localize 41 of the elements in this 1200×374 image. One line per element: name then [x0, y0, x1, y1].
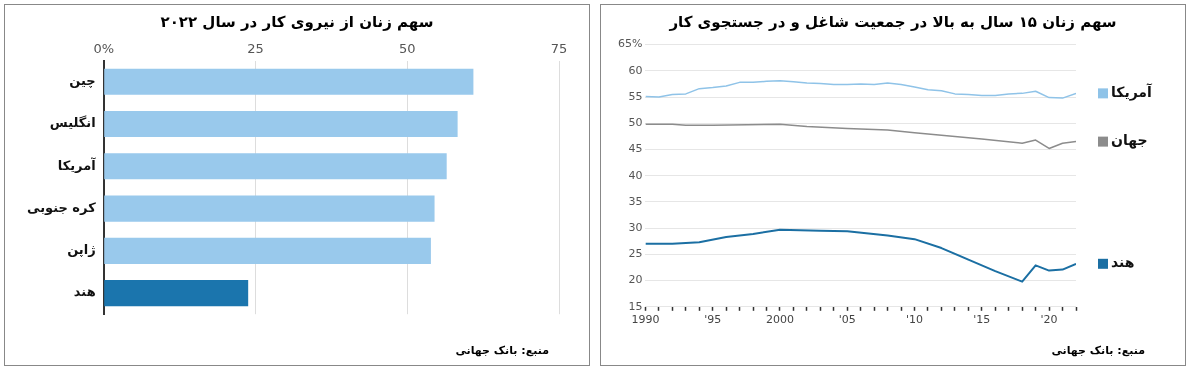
y-tick-label: ژاپن: [67, 242, 96, 258]
y-tick-label: 40: [628, 168, 643, 182]
x-tick-label: '10: [906, 313, 924, 327]
y-tick-label: کره جنوبی: [26, 199, 97, 215]
x-tick-label: '15: [973, 313, 991, 327]
text: منبع: بانک جهانی: [455, 344, 549, 357]
bar: [104, 279, 249, 307]
y-tick-label: 45: [628, 142, 643, 156]
y-tick-label: چین: [69, 73, 96, 89]
x-tick-label: 25: [247, 41, 264, 57]
y-tick-label: 20: [628, 273, 643, 287]
y-tick-label: 65%: [618, 37, 643, 51]
chart-title: سهم زنان ۱۵ سال به بالا در جمعیت شاغل و در جستجوی کار: [668, 13, 1118, 33]
y-tick-label: 15: [628, 299, 643, 313]
y-tick-label: هند: [73, 284, 96, 300]
y-tick-label: آمریکا: [57, 156, 97, 173]
chart-title: سهم زنان از نیروی کار در سال ۲۰۲۲: [159, 13, 435, 33]
y-tick-label: 50: [628, 116, 643, 130]
x-tick-label: 1990: [631, 313, 660, 327]
y-tick-label: 60: [628, 63, 643, 77]
x-tick-label: 50: [398, 41, 416, 57]
bar: [104, 237, 431, 264]
x-tick-label: 0%: [93, 41, 115, 57]
bar: [104, 110, 458, 138]
x-tick-label: 2000: [766, 313, 794, 327]
legend-label: هند: [1111, 254, 1135, 271]
y-tick-label: 25: [628, 247, 643, 261]
x-tick-label: 75: [550, 41, 568, 57]
legend-label: جهان: [1111, 132, 1148, 150]
text: منبع: بانک جهانی: [1051, 344, 1145, 357]
y-tick-label: 35: [628, 194, 643, 208]
x-tick-label: '20: [1040, 313, 1058, 327]
y-tick-label: انگلیس: [49, 115, 96, 131]
x-tick-label: '05: [838, 313, 856, 327]
y-tick-label: 30: [628, 221, 643, 234]
x-tick-label: '95: [704, 313, 722, 327]
bar: [104, 153, 447, 180]
bar: [104, 195, 435, 222]
y-tick-label: 55: [628, 89, 643, 103]
legend-label: آمریکا: [1111, 83, 1154, 102]
bar: [104, 68, 474, 95]
